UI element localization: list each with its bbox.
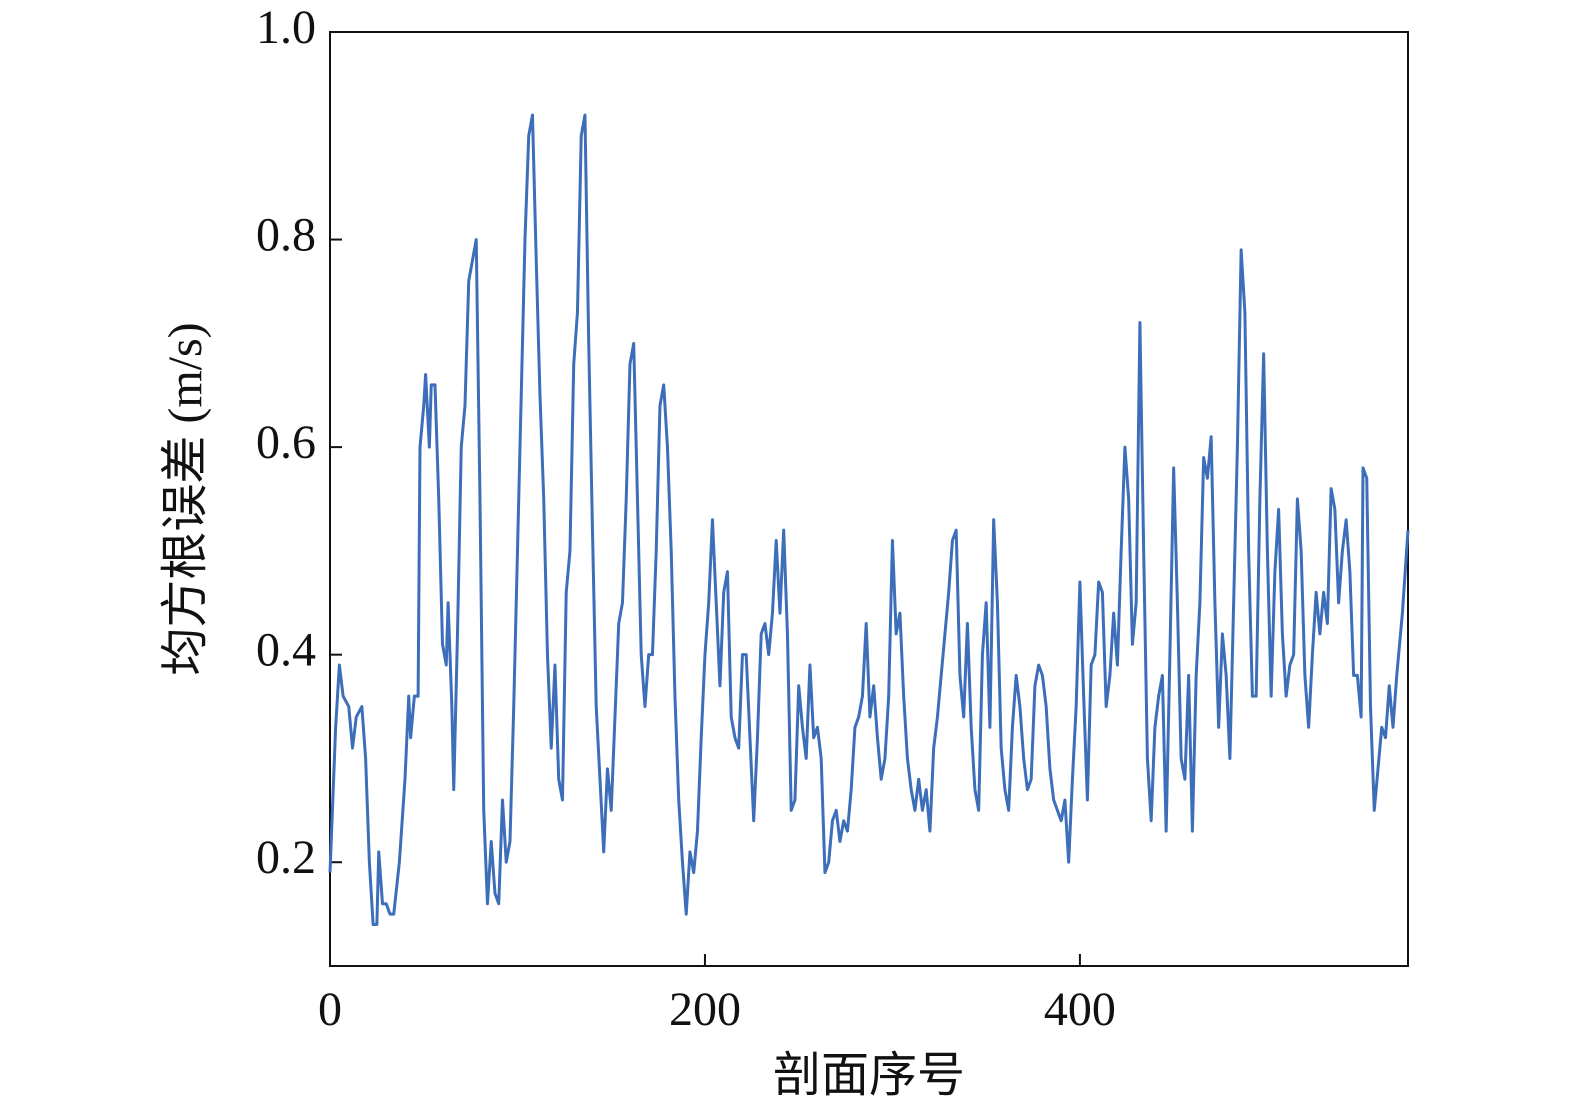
y-tick-label: 1.0 [256, 1, 316, 54]
x-tick-label: 200 [669, 983, 741, 1036]
x-axis-label: 剖面序号 [773, 1049, 965, 1102]
data-line [328, 113, 1410, 926]
x-tick-label: 0 [318, 983, 342, 1036]
y-tick-label: 0.2 [256, 831, 316, 884]
y-tick-label: 0.6 [256, 416, 316, 469]
y-tick-label: 0.8 [256, 209, 316, 262]
y-axis-label: 均方根误差 (m/s) [159, 322, 212, 675]
plot-frame [329, 31, 1409, 967]
x-tick-label: 400 [1044, 983, 1116, 1036]
y-tick-label: 0.4 [256, 624, 316, 677]
